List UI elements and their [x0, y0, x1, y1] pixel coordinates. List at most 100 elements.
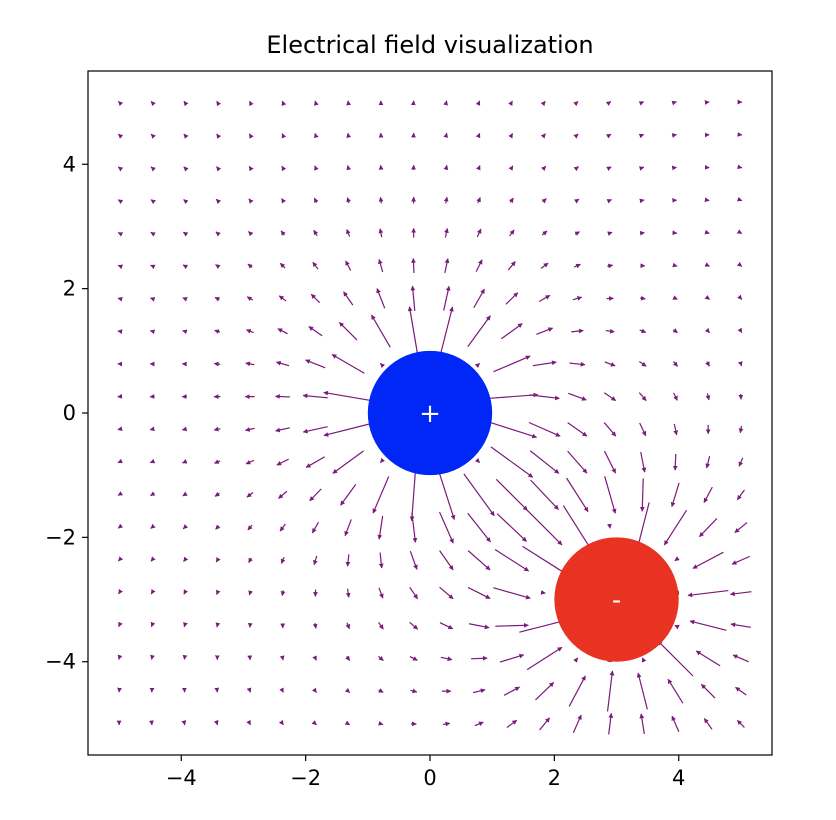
field-arrow — [672, 361, 679, 367]
field-arrow — [312, 655, 317, 661]
field-arrow — [346, 165, 352, 171]
field-arrow — [247, 263, 253, 269]
field-arrow — [573, 133, 579, 139]
field-arrow — [673, 423, 679, 436]
field-arrow — [463, 473, 495, 517]
field-arrow — [215, 622, 221, 628]
field-arrow — [149, 458, 156, 464]
field-arrow — [704, 229, 710, 235]
field-arrow — [495, 622, 529, 628]
field-arrow — [378, 720, 384, 726]
field-arrow — [573, 166, 579, 172]
field-arrow — [687, 589, 729, 598]
field-arrow — [378, 688, 384, 693]
field-arrow — [472, 688, 486, 694]
field-arrow — [314, 165, 319, 171]
field-arrow — [474, 457, 481, 464]
field-arrow — [379, 362, 386, 369]
field-arrow — [118, 588, 123, 595]
field-arrow — [736, 489, 745, 501]
field-arrow — [313, 555, 318, 566]
field-arrow — [538, 294, 551, 303]
field-arrow — [605, 328, 615, 334]
field-arrow — [150, 491, 156, 497]
field-arrow — [246, 687, 252, 693]
field-arrow — [475, 132, 481, 139]
field-arrow — [183, 556, 189, 562]
field-arrow — [505, 292, 519, 305]
field-arrow — [638, 392, 647, 402]
field-arrow — [345, 554, 351, 567]
field-arrow — [493, 587, 531, 600]
field-arrow — [475, 259, 483, 272]
field-arrow — [149, 426, 155, 432]
field-arrow — [182, 524, 189, 530]
field-arrow — [704, 294, 710, 300]
field-arrow — [312, 261, 319, 270]
field-arrow — [540, 262, 549, 269]
field-arrow — [605, 133, 612, 139]
field-arrow — [409, 550, 418, 570]
field-arrow — [467, 315, 491, 347]
field-arrow — [245, 361, 255, 367]
field-arrow — [672, 295, 678, 300]
field-arrow — [672, 262, 678, 268]
x-tick-label: 2 — [548, 766, 561, 790]
field-arrow — [215, 231, 221, 237]
field-arrow — [439, 550, 454, 571]
field-arrow — [149, 329, 155, 335]
field-arrow — [245, 459, 255, 465]
field-arrow — [117, 166, 124, 172]
field-arrow — [640, 451, 647, 473]
field-arrow — [736, 719, 745, 728]
field-arrow — [663, 509, 688, 546]
field-arrow — [280, 590, 286, 597]
field-arrow — [346, 197, 351, 204]
field-arrow — [215, 557, 221, 563]
field-arrow — [603, 392, 617, 402]
field-arrow — [248, 590, 253, 596]
field-arrow — [528, 421, 561, 437]
field-arrow — [213, 361, 221, 367]
field-arrow — [737, 361, 743, 367]
field-arrow — [216, 166, 222, 172]
field-arrow — [302, 393, 328, 399]
field-arrow — [574, 231, 580, 236]
field-arrow — [276, 458, 289, 466]
field-arrow — [150, 166, 156, 172]
field-arrow — [638, 166, 645, 171]
field-arrow — [474, 362, 481, 369]
field-arrow — [302, 426, 328, 434]
field-arrow — [279, 655, 285, 661]
field-arrow — [508, 165, 514, 171]
field-arrow — [216, 100, 222, 107]
field-arrow — [311, 687, 317, 693]
field-arrow — [248, 557, 253, 563]
field-arrow — [496, 513, 527, 542]
field-arrow — [182, 231, 189, 237]
field-arrow — [734, 522, 748, 534]
field-arrow — [439, 622, 454, 630]
field-arrow — [667, 678, 684, 704]
field-arrow — [467, 550, 491, 571]
field-arrow — [248, 231, 254, 237]
field-arrow — [378, 622, 384, 630]
field-arrow — [323, 422, 373, 437]
field-arrow — [181, 426, 188, 432]
field-arrow — [214, 329, 221, 334]
field-arrow — [183, 100, 189, 107]
field-arrow — [705, 455, 711, 469]
field-arrow — [117, 199, 124, 205]
field-arrow — [344, 687, 351, 693]
field-arrow — [214, 459, 221, 464]
field-arrow — [150, 556, 156, 562]
field-arrow — [409, 621, 419, 630]
charges: +- — [367, 350, 679, 662]
field-arrow — [444, 227, 449, 238]
field-arrow — [639, 361, 647, 367]
field-arrow — [305, 456, 326, 468]
field-arrow — [689, 619, 727, 631]
y-tick-label: 2 — [63, 277, 76, 301]
field-arrow — [674, 624, 680, 630]
